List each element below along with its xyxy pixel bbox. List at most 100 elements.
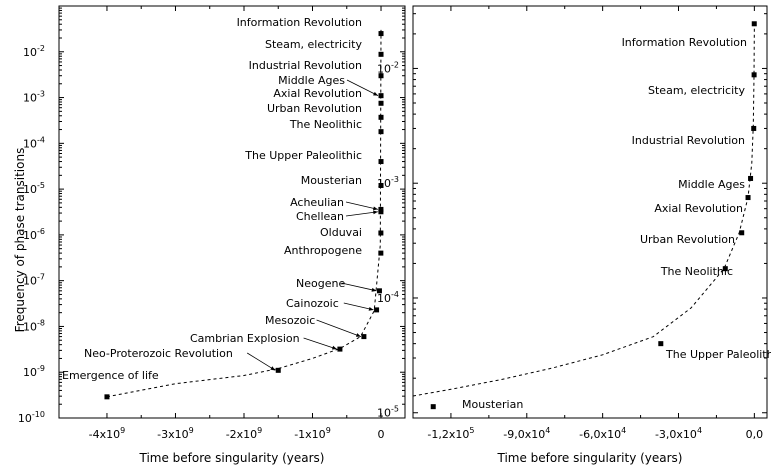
point-label-cainozoic: Cainozoic xyxy=(286,297,339,310)
y-tick-label: 10-2 xyxy=(377,60,399,75)
x-tick-label: -3x109 xyxy=(157,426,194,441)
data-point-neo-proterozoic-revolution xyxy=(275,367,281,373)
y-tick-label: 10-5 xyxy=(23,181,45,196)
data-point-information-revolution xyxy=(751,21,757,27)
point-label-mousterian: Mousterian xyxy=(462,398,523,411)
data-point-anthropogene xyxy=(378,250,384,256)
data-point-urban-revolution xyxy=(378,114,384,120)
data-point-mousterian xyxy=(378,182,384,188)
point-label-middle-ages: Middle Ages xyxy=(278,74,345,87)
arrow-head xyxy=(331,345,337,350)
arrow-head xyxy=(371,287,377,292)
data-point-industrial-revolution xyxy=(751,125,757,131)
arrow-head xyxy=(368,306,374,311)
arrow-head xyxy=(355,333,361,337)
y-tick-label: 10-2 xyxy=(23,44,45,59)
point-label-the-upper-paleolithic: The Upper Paleolithic xyxy=(665,348,771,361)
y-tick-label: 10-3 xyxy=(23,90,45,105)
data-point-the-neolithic xyxy=(722,266,728,272)
point-label-urban-revolution: Urban Revolution xyxy=(640,233,735,246)
point-label-industrial-revolution: Industrial Revolution xyxy=(249,59,362,72)
point-label-the-neolithic: The Neolithic xyxy=(660,265,733,278)
y-tick-label: 10-5 xyxy=(377,405,399,420)
y-tick-label: 10-4 xyxy=(377,290,399,305)
y-tick-label: 10-6 xyxy=(23,227,45,242)
x-tick-label: 0 xyxy=(378,428,385,441)
x-axis-label: Time before singularity (years) xyxy=(139,451,325,465)
point-label-the-upper-paleolithic: The Upper Paleolithic xyxy=(244,149,362,162)
data-point-olduvai xyxy=(378,230,384,236)
data-point-urban-revolution xyxy=(739,230,745,236)
y-tick-label: 10-8 xyxy=(23,318,45,333)
x-tick-label: -9,0x104 xyxy=(503,426,550,441)
point-label-anthropogene: Anthropogene xyxy=(284,244,362,257)
data-point-information-revolution xyxy=(378,31,384,37)
annotation-arrow xyxy=(316,319,362,337)
point-label-information-revolution: Information Revolution xyxy=(622,36,747,49)
data-point-industrial-revolution xyxy=(378,73,384,79)
point-label-acheulian: Acheulian xyxy=(290,196,344,209)
left-panel: -4x109 -3x109 -2x109 -1x109 0 10-10 10-9 10-8 10… xyxy=(18,5,406,465)
x-tick-label: -6,0x104 xyxy=(579,426,626,441)
point-label-urban-revolution: Urban Revolution xyxy=(267,102,362,115)
point-label-axial-revolution: Axial Revolution xyxy=(654,202,743,215)
x-tick-label: -1x109 xyxy=(294,426,331,441)
point-label-steam-electricity: Steam, electricity xyxy=(648,84,745,97)
annotation-arrow xyxy=(303,337,338,350)
data-point-steam-electricity xyxy=(378,51,384,57)
plot-frame xyxy=(58,5,406,419)
point-label-mousterian: Mousterian xyxy=(301,174,362,187)
point-label-neo-proterozoic-revolution: Neo-Proterozoic Revolution xyxy=(84,347,233,360)
arrow-head xyxy=(372,206,378,211)
data-point-steam-electricity xyxy=(751,72,757,78)
point-label-cambrian-explosion: Cambrian Explosion xyxy=(190,332,300,345)
data-point-axial-revolution xyxy=(745,195,751,201)
trend-line xyxy=(106,29,382,398)
point-label-axial-revolution: Axial Revolution xyxy=(273,87,362,100)
data-point-neogene xyxy=(376,288,382,294)
data-point-the-neolithic xyxy=(378,129,384,135)
point-label-chellean: Chellean xyxy=(296,210,344,223)
x-axis-label: Time before singularity (years) xyxy=(497,451,683,465)
x-tick-label: 0,0 xyxy=(746,428,764,441)
y-tick-label: 10-9 xyxy=(23,364,45,379)
data-point-the-upper-paleolithic xyxy=(658,341,664,347)
y-axis-label: Frequency of phase transitions xyxy=(13,148,27,333)
data-point-middle-ages xyxy=(748,175,754,181)
x-tick-label: -1,2x105 xyxy=(427,426,474,441)
data-point-middle-ages xyxy=(378,93,384,99)
annotation-arrow xyxy=(343,302,374,311)
data-point-mousterian xyxy=(430,404,436,410)
annotation-arrow xyxy=(246,352,276,371)
annotation-arrow xyxy=(345,211,378,217)
point-label-the-neolithic: The Neolithic xyxy=(289,118,362,131)
data-point-cambrian-explosion xyxy=(337,346,343,352)
point-label-mesozoic: Mesozoic xyxy=(265,314,315,327)
x-tick-label: -3,0x104 xyxy=(655,426,702,441)
y-tick-label: 10-7 xyxy=(23,273,45,288)
x-tick-label: -4x109 xyxy=(89,426,126,441)
annotation-arrow xyxy=(346,79,379,97)
annotation-arrow xyxy=(345,201,379,210)
plot-frame xyxy=(412,5,768,419)
data-point-emergence-of-life xyxy=(104,394,110,400)
annotation-arrow xyxy=(341,282,377,292)
data-point-cainozoic xyxy=(374,307,380,313)
y-tick-label: 10-10 xyxy=(18,410,45,425)
arrow-head xyxy=(373,91,379,96)
point-label-emergence-of-life: Emergence of life xyxy=(62,369,159,382)
data-point-axial-revolution xyxy=(378,100,384,106)
point-label-middle-ages: Middle Ages xyxy=(678,178,745,191)
point-label-steam-electricity: Steam, electricity xyxy=(265,38,362,51)
trend-line xyxy=(412,20,755,397)
y-tick-label: 10-4 xyxy=(23,135,45,150)
point-label-neogene: Neogene xyxy=(296,277,345,290)
arrow-head xyxy=(270,366,276,371)
x-tick-label: -2x109 xyxy=(226,426,263,441)
arrow-head xyxy=(373,210,378,215)
point-label-olduvai: Olduvai xyxy=(320,226,362,239)
right-panel: -1,2x105 -9,0x104 -6,0x104 -3,0x104 0,0 10-5 1… xyxy=(377,5,771,465)
point-label-industrial-revolution: Industrial Revolution xyxy=(632,134,745,147)
y-tick-label: 10-3 xyxy=(377,175,399,190)
